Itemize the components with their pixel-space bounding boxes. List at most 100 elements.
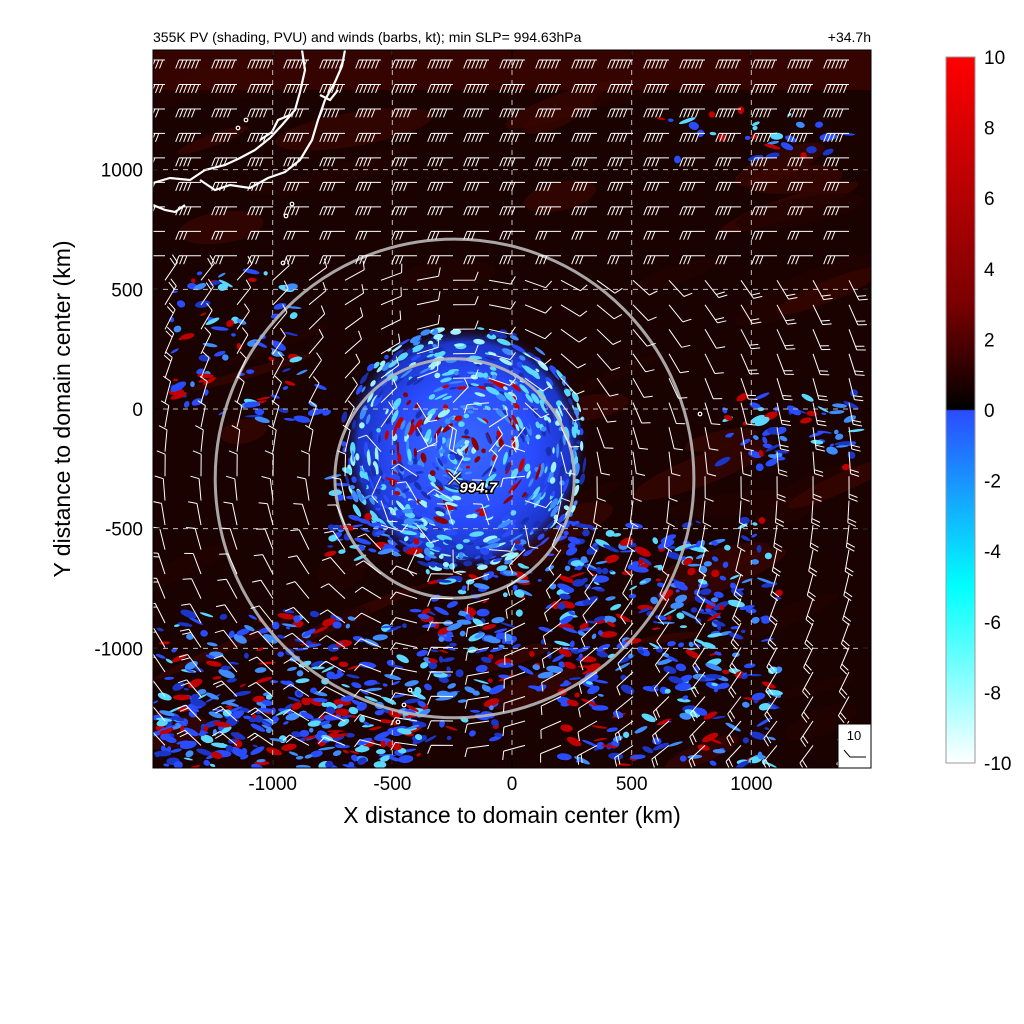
pv-speckle (369, 510, 380, 523)
wind-barb (579, 647, 598, 671)
pv-speckle (187, 616, 203, 625)
pv-speckle (236, 628, 250, 636)
wind-barb (499, 206, 525, 216)
pv-speckle (706, 612, 722, 622)
wind-barb (767, 622, 778, 650)
pv-speckle (177, 622, 193, 627)
pv-speckle (300, 711, 314, 720)
pv-speckle (163, 763, 170, 767)
wind-barb (632, 402, 651, 424)
wind-barb (696, 573, 706, 602)
wind-barb (740, 329, 761, 350)
pv-speckle (580, 556, 588, 564)
wind-barb (214, 629, 238, 648)
pv-speckle (302, 628, 316, 637)
wind-barb (848, 427, 861, 452)
wind-barb (776, 451, 788, 477)
y-axis-label: Y distance to domain center (km) (49, 240, 75, 577)
pv-speckle (534, 346, 546, 356)
pv-speckle (574, 692, 580, 698)
wind-barb (571, 230, 597, 240)
pv-speckle (710, 738, 722, 744)
wind-barb (283, 255, 309, 265)
pv-speckle (280, 680, 291, 686)
pv-speckle (594, 706, 606, 711)
wind-barb (463, 181, 489, 191)
wind-barb (380, 523, 408, 532)
wind-barb (838, 671, 850, 699)
pv-speckle (652, 737, 662, 745)
pv-speckle (441, 371, 456, 376)
pv-speckle (537, 671, 554, 679)
pv-speckle (424, 547, 431, 556)
wind-barb (153, 552, 166, 575)
wind-barb (319, 609, 346, 624)
pv-speckle (752, 435, 759, 440)
wind-barb (715, 157, 741, 167)
pv-speckle (337, 714, 353, 720)
wind-barb (499, 108, 525, 118)
wind-barb (560, 279, 588, 292)
pv-speckle (475, 508, 486, 512)
pv-speckle (212, 676, 222, 680)
wind-barb (416, 267, 441, 281)
pv-speckle (377, 499, 383, 507)
pv-speckle (681, 610, 698, 620)
pv-speckle (549, 477, 556, 484)
pv-speckle (450, 329, 462, 335)
pv-speckle (368, 475, 374, 490)
wind-barb (391, 108, 417, 118)
wind-barb (787, 59, 813, 69)
pv-speckle (449, 387, 457, 390)
wind-barb (812, 427, 826, 452)
wind-barb (283, 84, 309, 93)
pv-speckle (214, 350, 226, 357)
pv-speckle (377, 389, 384, 399)
pv-speckle (435, 466, 440, 471)
pv-speckle (475, 545, 480, 550)
wind-barb (596, 304, 623, 320)
wind-barb (771, 549, 781, 577)
wind-barb (848, 378, 864, 402)
reference-barb-box (837, 723, 872, 769)
pv-speckle (361, 724, 374, 728)
pv-speckle (435, 510, 445, 517)
pv-speckle (429, 548, 440, 552)
pv-speckle (469, 355, 483, 360)
pv-speckle (615, 613, 631, 623)
pv-speckle (413, 410, 418, 416)
pv-speckle (577, 627, 593, 632)
pv-speckle (476, 608, 490, 617)
wind-barb (643, 255, 669, 265)
wind-barb (848, 402, 863, 427)
wind-barb (464, 720, 490, 733)
pv-speckle (578, 645, 591, 653)
pv-speckle (448, 524, 456, 530)
pv-speckle (569, 572, 585, 578)
pv-speckle (499, 391, 507, 398)
pv-speckle (535, 466, 541, 481)
pv-speckle (437, 457, 444, 467)
wind-barb (380, 333, 401, 355)
pv-speckle (425, 541, 435, 549)
pv-speckle (378, 719, 394, 724)
wind-barb (327, 504, 346, 526)
pv-speckle (442, 566, 450, 570)
wind-barb (427, 573, 454, 583)
pv-speckle (230, 746, 247, 758)
pv-speckle (415, 410, 423, 419)
wind-barb (427, 181, 453, 191)
pv-speckle (394, 491, 401, 496)
pv-speckle (225, 745, 234, 752)
pv-speckle (746, 673, 762, 677)
pv-speckle (173, 624, 180, 628)
y-tick-label: 0 (132, 400, 143, 421)
pv-speckle (248, 717, 258, 723)
pv-speckle (625, 522, 643, 530)
pv-speckle (358, 661, 377, 669)
wind-barb (643, 206, 669, 216)
pv-speckle (183, 757, 193, 761)
pv-speckle (493, 331, 508, 339)
pv-speckle (458, 551, 464, 560)
pv-speckle (463, 413, 470, 419)
